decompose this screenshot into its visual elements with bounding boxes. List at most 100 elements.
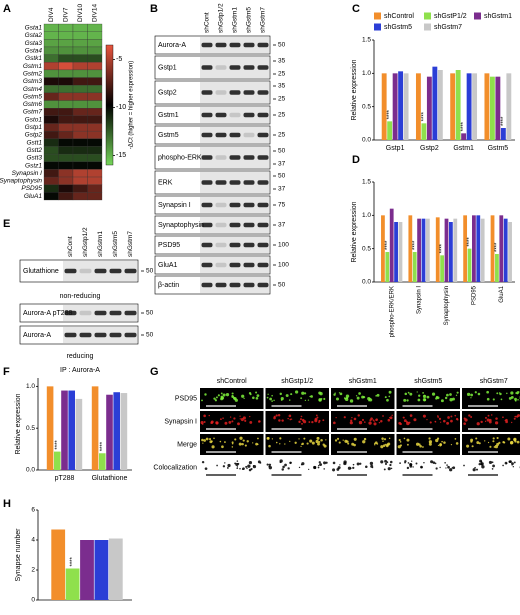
puncta [367,397,371,401]
puncta [353,437,357,441]
x-tick-label: Gstp1 [386,145,405,152]
y-axis-label: Relative expression [15,393,22,454]
blot-label: Glutathione [23,268,59,275]
marker-label: 75 [278,202,286,209]
blot-band [201,132,213,138]
puncta [304,399,307,402]
puncta [380,460,384,464]
puncta [339,392,343,396]
heatmap-cell [72,192,88,201]
puncta [335,397,339,401]
bar [448,222,453,282]
bar [490,215,495,282]
puncta [227,463,231,468]
heatmap-cell [43,54,59,63]
puncta [370,417,373,420]
puncta [362,395,366,399]
puncta [422,446,424,448]
heatmap-cell [72,146,88,155]
y-tick-label: 1.5 [362,179,371,186]
blot-band [79,310,92,316]
puncta [317,442,320,446]
puncta [278,419,281,422]
puncta [217,394,220,397]
puncta [318,464,320,467]
blot-label: β-actin [158,282,179,289]
puncta [357,414,360,417]
puncta [409,465,413,468]
blot-band [201,65,213,70]
puncta [279,443,281,445]
blot-label: Aurora-A [158,42,186,49]
puncta [290,418,293,420]
blot-label: Gstm5 [158,132,179,139]
row-label: Merge [177,441,197,448]
blot-label: ERK [158,179,173,186]
puncta [475,437,478,440]
blot-band [229,42,241,48]
puncta [352,466,355,469]
marker-label: 50 [146,268,154,275]
bar [472,215,476,282]
heatmap-cell [72,54,88,63]
puncta [362,440,366,444]
puncta [444,396,448,400]
marker-label: 25 [278,96,286,103]
puncta [236,460,239,462]
puncta [242,439,245,442]
heatmap-cell [58,85,74,94]
puncta [487,441,490,444]
marker-label: 35 [278,58,286,65]
puncta [242,467,245,470]
puncta [364,421,366,423]
blot-band [201,242,213,248]
puncta [333,421,336,425]
heatmap-cell [87,54,103,63]
puncta [307,399,310,401]
puncta [243,397,245,400]
image-tile [331,457,395,478]
heatmap-cell [43,69,59,78]
x-tick-label: Gstm1 [453,145,474,152]
puncta [205,437,209,441]
heatmap-cell [58,62,74,71]
puncta [422,391,424,394]
bar [387,121,393,140]
puncta [409,392,413,396]
bar [108,538,123,600]
image-tile [200,388,264,409]
puncta [429,421,432,424]
x-tick-label: pT288 [55,475,75,482]
puncta [219,418,222,421]
puncta [335,416,337,419]
puncta [378,421,381,424]
puncta [449,468,453,472]
significance: **** [100,441,106,451]
puncta [476,468,479,471]
puncta [298,466,301,469]
marker-label: 50 [278,148,286,155]
heatmap-cell [72,69,88,78]
puncta [308,421,311,423]
column-label: DIV7 [62,7,69,22]
puncta [363,437,367,441]
puncta [470,397,472,399]
puncta [215,421,219,425]
x-tick-label: Gstm5 [488,145,509,152]
puncta [499,392,502,396]
heatmap-cell [43,146,59,155]
puncta [318,420,320,422]
puncta [502,464,504,467]
puncta [403,437,406,440]
panel-letter: E [3,218,10,230]
puncta [474,466,476,469]
puncta [315,439,319,444]
row-label: PSD95 [175,395,197,402]
puncta [273,415,276,418]
puncta [502,416,504,419]
blot-label: Gstp2 [158,89,177,96]
bar [75,398,83,470]
blot-band [243,42,255,48]
row-label: Gstm6 [23,101,43,108]
puncta [339,464,341,466]
